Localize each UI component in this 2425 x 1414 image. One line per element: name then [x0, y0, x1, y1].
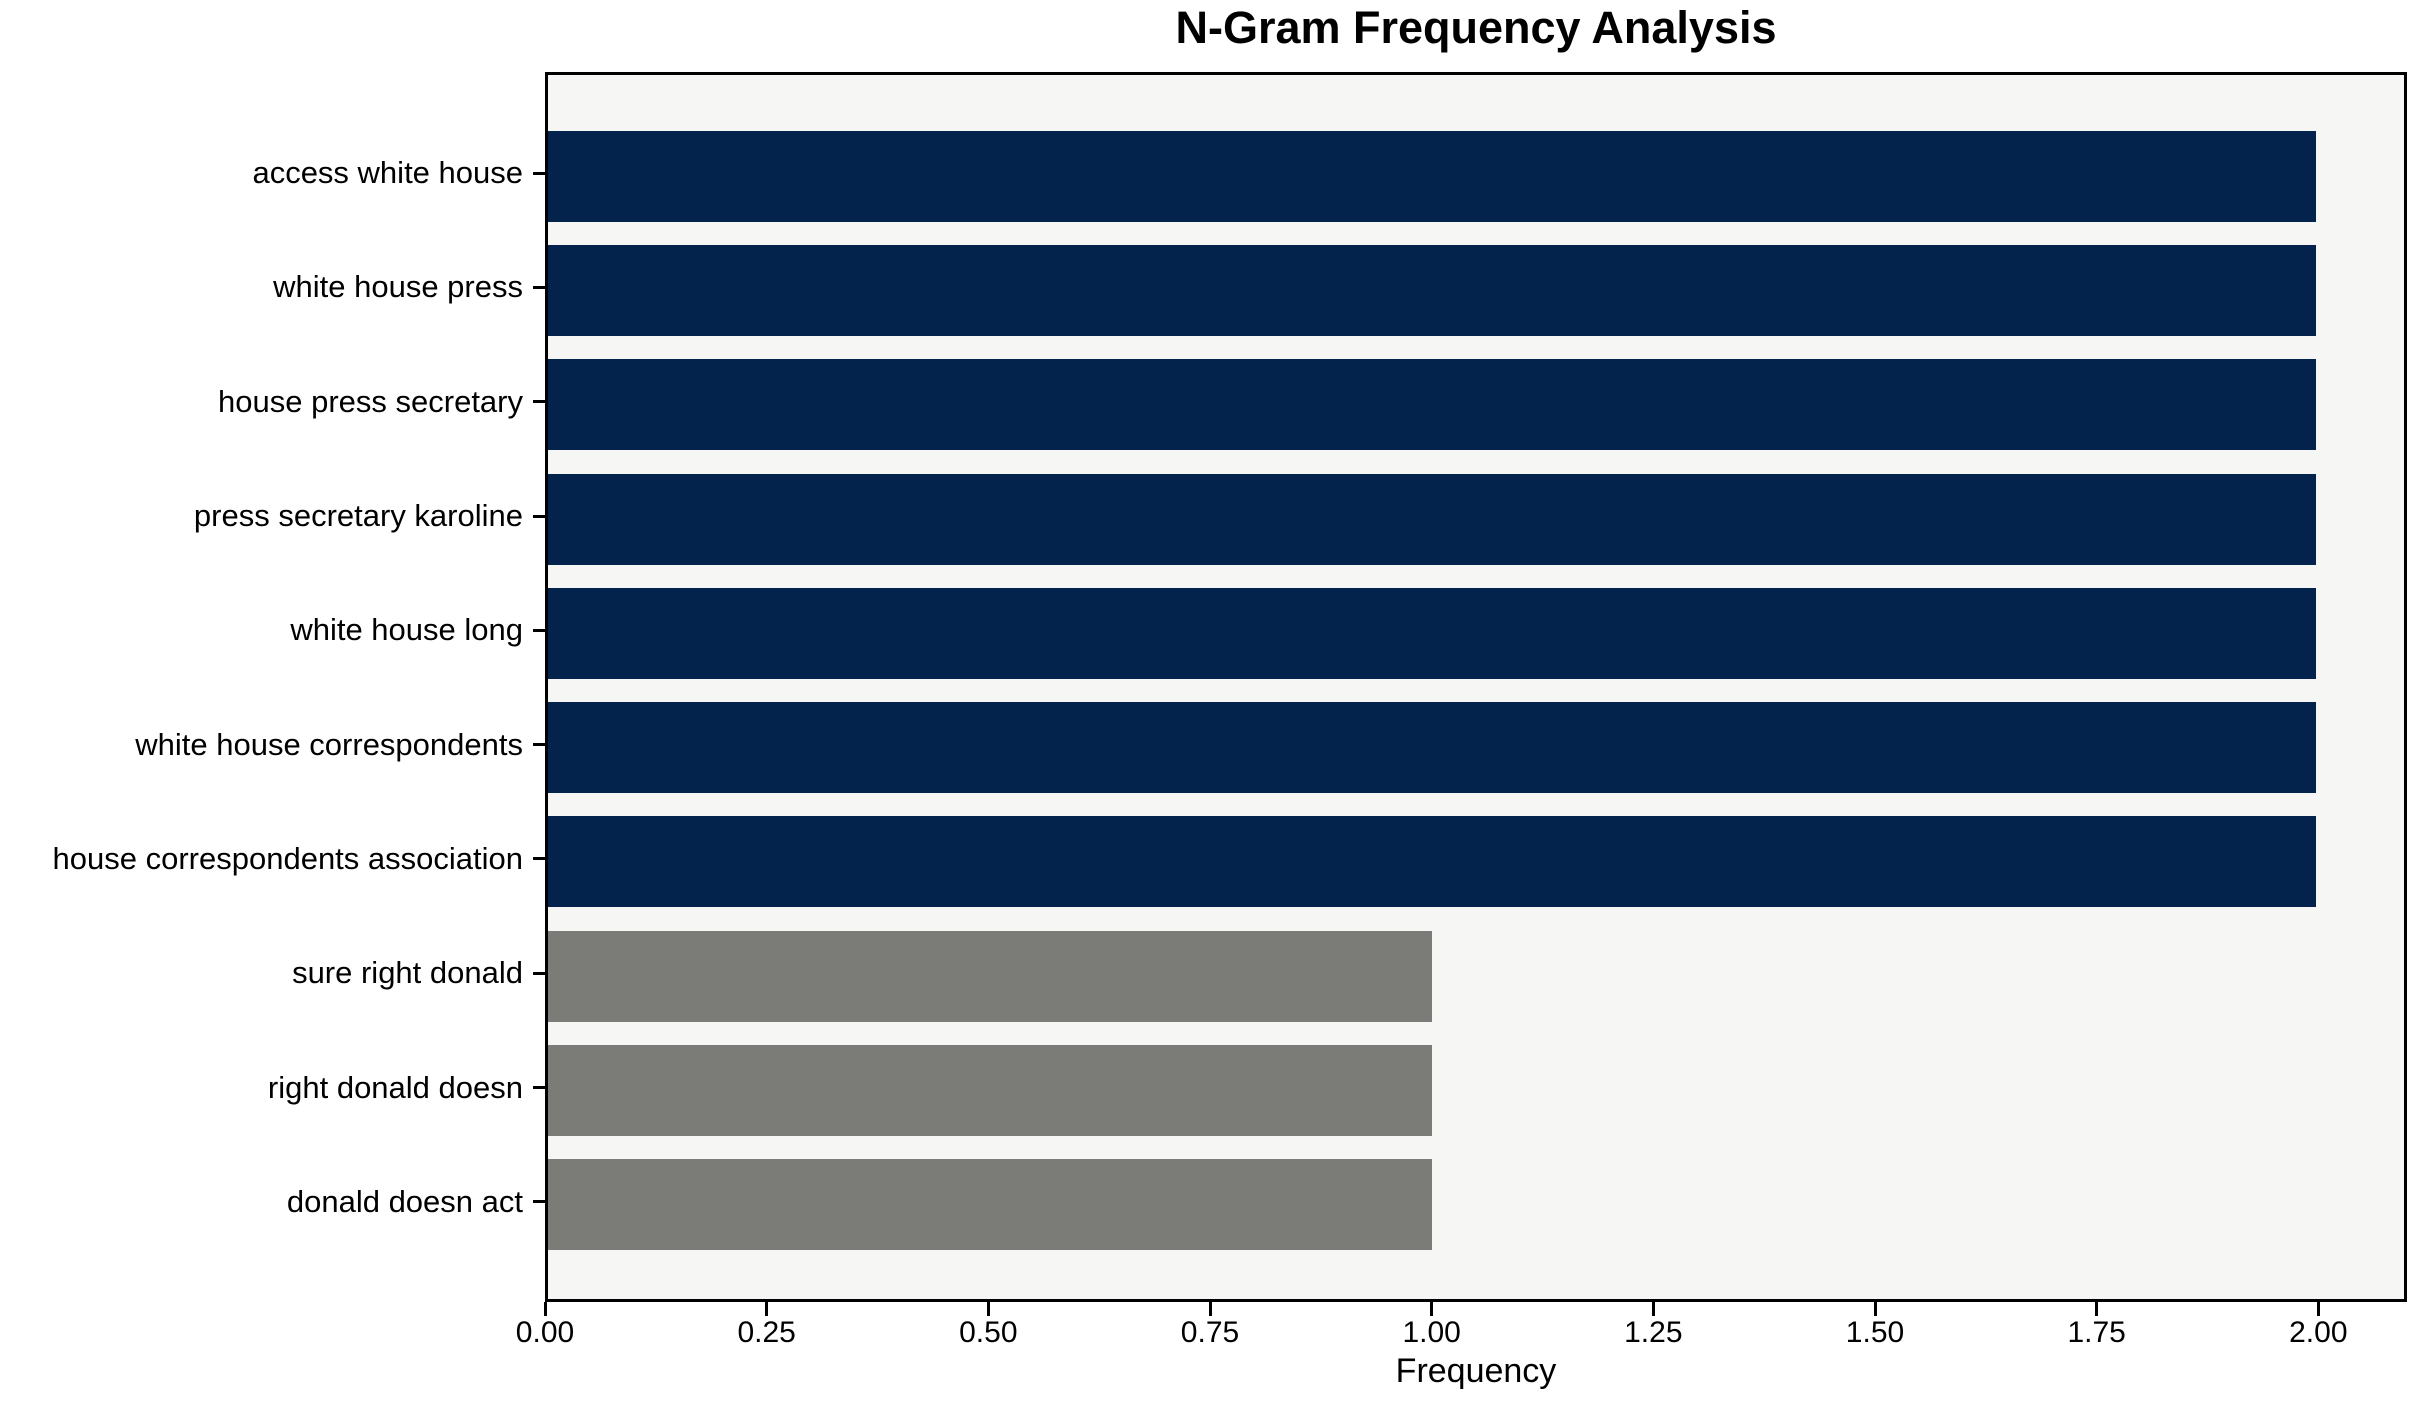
y-tick: [533, 514, 545, 518]
bar: [548, 244, 2316, 336]
y-tick-label: access white house: [252, 155, 523, 191]
y-tick: [533, 171, 545, 175]
y-tick-label: sure right donald: [292, 955, 523, 991]
y-tick: [533, 400, 545, 404]
bar: [548, 1045, 1432, 1137]
y-tick: [533, 1086, 545, 1090]
y-tick-label: donald doesn act: [286, 1183, 523, 1219]
x-tick-label: 2.00: [2289, 1316, 2348, 1349]
x-tick-label: 0.25: [737, 1316, 796, 1349]
bar: [548, 473, 2316, 565]
y-tick: [533, 743, 545, 747]
y-tick-label: house correspondents association: [52, 840, 523, 876]
y-tick: [533, 971, 545, 975]
bar: [548, 930, 1432, 1022]
x-tick-label: 1.00: [1402, 1316, 1461, 1349]
y-tick-label: press secretary karoline: [193, 498, 523, 534]
plot-area: [545, 72, 2407, 1302]
x-tick-label: 0.75: [1180, 1316, 1240, 1349]
bar: [548, 359, 2316, 451]
x-axis-title: Frequency: [1395, 1352, 1557, 1390]
x-tick: [765, 1302, 769, 1316]
y-tick-label: right donald doesn: [267, 1069, 523, 1105]
y-tick-label: house press secretary: [218, 383, 523, 419]
x-tick: [1430, 1302, 1434, 1316]
x-tick: [1651, 1302, 1655, 1316]
y-tick: [533, 857, 545, 861]
x-tick-label: 0.00: [515, 1316, 575, 1349]
y-tick-label: white house long: [290, 612, 523, 648]
bars-container: [548, 75, 2404, 1299]
x-tick-label: 1.50: [1845, 1316, 1905, 1349]
y-tick: [533, 628, 545, 632]
bar: [548, 1159, 1432, 1251]
x-tick-label: 1.75: [2067, 1316, 2126, 1349]
y-tick: [533, 285, 545, 289]
y-tick-label: white house correspondents: [135, 726, 523, 762]
y-tick: [533, 1200, 545, 1204]
x-tick: [2316, 1302, 2320, 1316]
chart-title: N-Gram Frequency Analysis: [1175, 2, 1777, 53]
bar: [548, 130, 2316, 222]
x-tick: [986, 1302, 990, 1316]
x-tick: [543, 1302, 547, 1316]
bar: [548, 702, 2316, 794]
x-tick-label: 0.50: [959, 1316, 1018, 1349]
x-tick: [1873, 1302, 1877, 1316]
x-tick: [1208, 1302, 1212, 1316]
bar: [548, 587, 2316, 679]
y-tick-label: white house press: [273, 269, 523, 305]
bar: [548, 816, 2316, 908]
x-tick: [2095, 1302, 2099, 1316]
x-tick-label: 1.25: [1624, 1316, 1683, 1349]
